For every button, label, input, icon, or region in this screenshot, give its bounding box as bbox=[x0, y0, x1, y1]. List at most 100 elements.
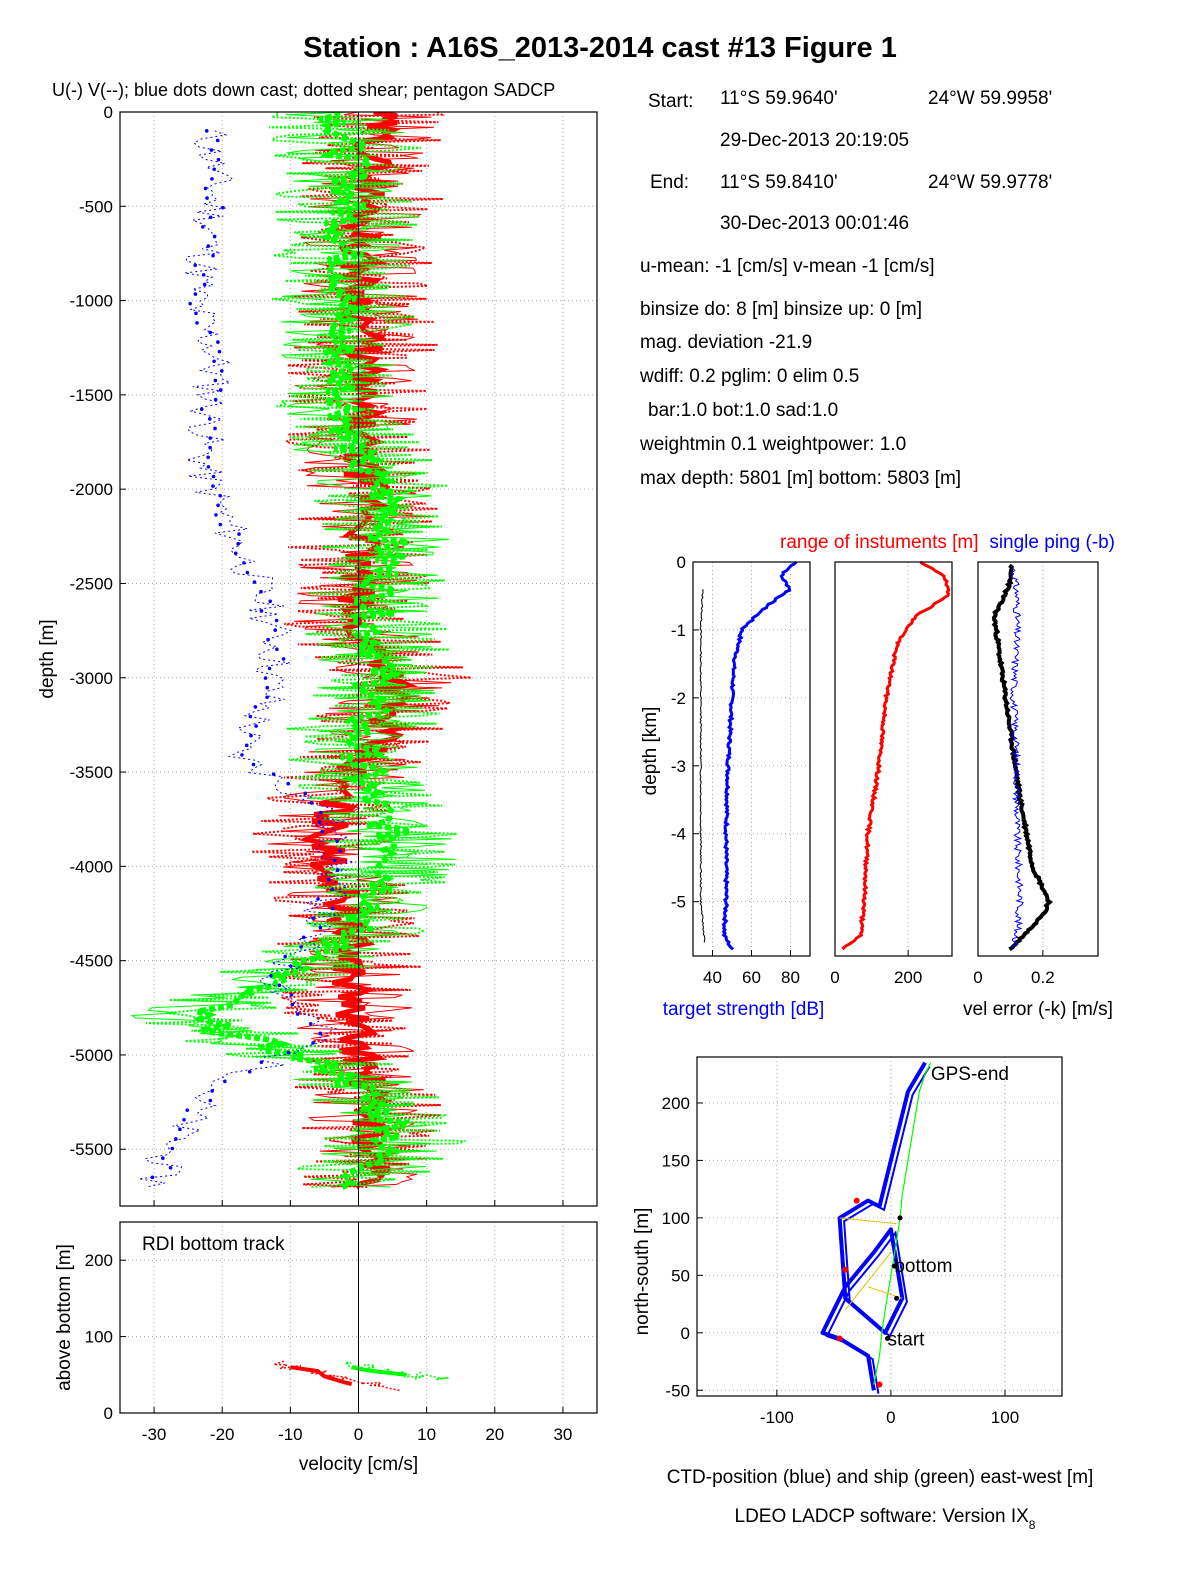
target-strength-xlabel: target strength [dB] bbox=[663, 999, 825, 1020]
info-wdiff: wdiff: 0.2 pglim: 0 elim 0.5 bbox=[640, 366, 860, 387]
bottom-track-xlabel: velocity [cm/s] bbox=[299, 1454, 418, 1475]
position-chart: -100 0 100 -50 0 50 100 150 200 GPS-end bottom star… bbox=[632, 1056, 1093, 1488]
x-tick-label: 200 bbox=[894, 968, 922, 987]
x-tick-label: 30 bbox=[553, 1425, 572, 1444]
downcast-dot bbox=[318, 925, 323, 930]
downcast-dot bbox=[207, 417, 212, 421]
downcast-dot bbox=[240, 753, 244, 757]
downcast-dot bbox=[188, 301, 192, 306]
downcast-dot bbox=[210, 177, 214, 181]
downcast-dot bbox=[206, 244, 211, 248]
downcast-dot bbox=[295, 1012, 300, 1016]
downcast-dot bbox=[210, 1089, 214, 1093]
downcast-dot bbox=[201, 225, 205, 229]
downcast-dot bbox=[216, 340, 220, 344]
downcast-dot bbox=[211, 253, 215, 258]
series-U-mean bbox=[299, 112, 419, 1190]
downcast-dot bbox=[301, 935, 306, 940]
downcast-dot bbox=[209, 148, 214, 152]
downcast-dot bbox=[203, 186, 208, 191]
downcast-dot bbox=[332, 858, 337, 863]
target-strength-chart: 40 60 80 0 -1 -2 -3 -4 -5 target strength [dB] dep… bbox=[640, 553, 824, 1020]
x-tick-label: 40 bbox=[703, 968, 722, 987]
y-tick-label: -3000 bbox=[70, 669, 113, 688]
downcast-dot bbox=[265, 695, 269, 700]
y-tick-label: -2500 bbox=[70, 574, 113, 593]
downcast-dot bbox=[214, 513, 218, 517]
downcast-dot bbox=[204, 129, 209, 133]
target-strength-ylabel: depth [km] bbox=[640, 707, 661, 796]
x-tick-label: -10 bbox=[278, 1425, 303, 1444]
downcast-dot bbox=[259, 1060, 264, 1064]
downcast-dot bbox=[194, 311, 198, 316]
downcast-dot bbox=[266, 637, 270, 642]
downcast-dot bbox=[275, 647, 279, 652]
info-end-lat: 11°S 59.8410' bbox=[720, 172, 838, 193]
downcast-dot bbox=[244, 743, 249, 748]
footer-text: LDEO LADCP software: Version IX bbox=[735, 1506, 1030, 1527]
x-tick-label: -20 bbox=[210, 1425, 235, 1444]
downcast-dot bbox=[265, 685, 270, 690]
x-tick-label: 0.2 bbox=[1031, 968, 1055, 987]
downcast-dot bbox=[220, 369, 224, 373]
target-strength-series-black bbox=[699, 589, 706, 943]
x-tick-label: 100 bbox=[991, 1408, 1019, 1427]
velocity-error-chart: 0 0.2 single ping (-b) vel error (-k) [m/s] bbox=[963, 532, 1115, 1020]
position-marker-black bbox=[891, 1263, 897, 1269]
info-depth: max depth: 5801 [m] bottom: 5803 [m] bbox=[640, 468, 962, 489]
downcast-dot bbox=[174, 1137, 178, 1141]
y-tick-label: 0 bbox=[681, 1324, 690, 1343]
info-end-time: 30-Dec-2013 00:01:46 bbox=[720, 213, 910, 234]
downcast-dot bbox=[218, 522, 223, 527]
y-tick-label: -5000 bbox=[70, 1046, 113, 1065]
downcast-dot bbox=[201, 273, 206, 277]
y-tick-label: -3500 bbox=[70, 763, 113, 782]
downcast-dot bbox=[289, 993, 294, 997]
instrument-range-chart: 0 200 range of instuments [m] bbox=[780, 532, 979, 987]
info-start-lon: 24°W 59.9958' bbox=[928, 88, 1053, 109]
downcast-dot bbox=[212, 234, 217, 239]
downcast-dot bbox=[211, 474, 216, 479]
x-tick-label: 0 bbox=[973, 968, 982, 987]
y-tick-label: -1000 bbox=[70, 292, 113, 311]
position-marker-red bbox=[842, 1266, 849, 1273]
downcast-dot bbox=[267, 666, 272, 671]
downcast-dot bbox=[271, 772, 276, 776]
position-marker-red bbox=[853, 1197, 860, 1204]
downcast-dot bbox=[213, 426, 217, 431]
downcast-dot bbox=[286, 1050, 291, 1055]
bottom-track-title: RDI bottom track bbox=[142, 1234, 285, 1255]
y-tick-label: 0 bbox=[677, 553, 686, 572]
y-tick-label: 0 bbox=[104, 1404, 113, 1423]
y-tick-label: 150 bbox=[662, 1151, 690, 1170]
downcast-dot bbox=[308, 1021, 313, 1026]
downcast-dot bbox=[268, 599, 273, 604]
downcast-dot bbox=[248, 714, 253, 719]
downcast-dot bbox=[205, 196, 209, 200]
downcast-dot bbox=[213, 378, 218, 383]
plot-area bbox=[835, 562, 952, 956]
y-tick-label: -1 bbox=[671, 621, 686, 640]
y-tick-label: -2 bbox=[671, 689, 686, 708]
y-tick-label: -4000 bbox=[70, 857, 113, 876]
info-magdev: mag. deviation -21.9 bbox=[640, 332, 813, 353]
x-tick-label: -30 bbox=[142, 1425, 167, 1444]
info-binsize: binsize do: 8 [m] binsize up: 0 [m] bbox=[640, 299, 922, 320]
y-tick-label: -5 bbox=[671, 893, 686, 912]
downcast-dot bbox=[286, 781, 291, 786]
downcast-dot bbox=[249, 733, 253, 738]
downcast-dot bbox=[303, 791, 308, 796]
plot-border bbox=[692, 561, 811, 957]
downcast-dot bbox=[215, 138, 220, 143]
position-marker-black bbox=[897, 1215, 903, 1221]
downcast-dot bbox=[263, 676, 268, 680]
position-annotation: start bbox=[887, 1330, 925, 1351]
downcast-dot bbox=[318, 810, 323, 815]
instrument-range-series-red bbox=[841, 560, 951, 951]
plot-area bbox=[978, 562, 1098, 956]
series-V-mean bbox=[193, 112, 412, 1190]
velocity-ylabel: depth [m] bbox=[37, 619, 58, 698]
downcast-dot bbox=[330, 906, 335, 911]
y-tick-label: -50 bbox=[665, 1381, 690, 1400]
velocity-error-series-black bbox=[991, 563, 1054, 951]
